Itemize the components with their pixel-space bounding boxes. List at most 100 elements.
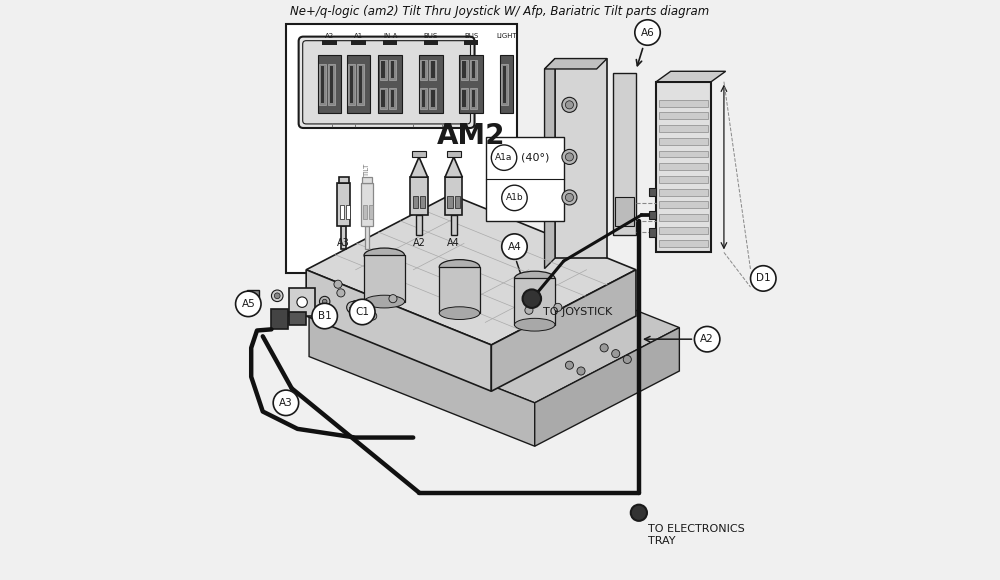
Circle shape (389, 295, 397, 303)
Bar (363, 205, 367, 219)
Circle shape (523, 289, 541, 308)
Bar (420, 60, 427, 80)
Bar (615, 197, 634, 226)
Bar (380, 60, 387, 80)
Bar (459, 55, 483, 113)
Bar (419, 55, 443, 113)
Bar (659, 113, 708, 119)
Bar (351, 39, 366, 45)
Circle shape (751, 266, 776, 291)
Circle shape (274, 293, 280, 299)
Circle shape (694, 327, 720, 352)
Circle shape (337, 289, 345, 297)
Circle shape (350, 299, 375, 325)
Bar (341, 226, 346, 249)
Bar (359, 66, 362, 103)
Bar (472, 90, 475, 107)
Bar (429, 88, 436, 109)
Polygon shape (306, 194, 636, 345)
Bar (348, 64, 355, 105)
Bar (431, 90, 435, 107)
Bar (410, 177, 428, 215)
Ellipse shape (364, 295, 405, 308)
Circle shape (562, 97, 577, 113)
Polygon shape (491, 270, 636, 392)
Bar (391, 90, 394, 107)
Bar (486, 137, 564, 220)
Circle shape (565, 193, 573, 201)
Text: A3: A3 (279, 398, 293, 408)
Bar (389, 60, 396, 80)
Bar (380, 88, 387, 109)
Circle shape (577, 367, 585, 375)
Bar (322, 39, 337, 45)
Circle shape (565, 361, 573, 369)
Bar (659, 125, 708, 132)
Text: A3: A3 (337, 238, 350, 248)
Circle shape (525, 306, 533, 314)
Circle shape (502, 185, 527, 211)
Bar (321, 66, 324, 103)
Text: A1: A1 (354, 33, 363, 39)
Polygon shape (656, 71, 726, 82)
Bar (364, 255, 405, 302)
Text: B1: B1 (318, 311, 332, 321)
Text: (40°): (40°) (521, 153, 549, 162)
Bar (340, 205, 344, 219)
Bar (247, 290, 259, 297)
Polygon shape (306, 270, 491, 392)
Bar (659, 201, 708, 208)
Text: A2: A2 (700, 334, 714, 344)
Polygon shape (545, 59, 555, 269)
Bar (461, 88, 468, 109)
Bar (514, 278, 555, 325)
Bar (461, 60, 468, 80)
Bar (381, 90, 385, 107)
Bar (391, 61, 394, 78)
Bar (439, 267, 480, 313)
Bar (369, 205, 373, 219)
Text: D1: D1 (756, 273, 771, 284)
Bar (464, 39, 478, 45)
Polygon shape (309, 313, 535, 446)
Circle shape (562, 150, 577, 165)
FancyBboxPatch shape (303, 41, 470, 124)
Bar (289, 288, 315, 316)
Circle shape (623, 356, 631, 364)
Bar (429, 60, 436, 80)
Circle shape (635, 20, 660, 45)
Bar (412, 151, 426, 157)
Text: A1b: A1b (506, 193, 523, 202)
Circle shape (273, 390, 299, 415)
Circle shape (347, 302, 358, 313)
Circle shape (502, 234, 527, 259)
Text: LIGHT: LIGHT (496, 33, 517, 39)
Circle shape (600, 344, 608, 352)
Text: A4: A4 (508, 242, 521, 252)
Bar (416, 215, 422, 235)
Bar (378, 55, 402, 113)
Circle shape (271, 290, 283, 302)
Bar (656, 82, 711, 252)
Circle shape (369, 312, 377, 320)
Bar (649, 187, 656, 196)
Circle shape (631, 505, 647, 521)
Circle shape (319, 296, 330, 307)
Ellipse shape (364, 248, 405, 263)
Bar (289, 312, 306, 325)
Bar (389, 88, 396, 109)
Bar (613, 73, 636, 235)
Bar (339, 177, 349, 183)
Bar (271, 309, 288, 329)
FancyBboxPatch shape (299, 37, 475, 128)
Circle shape (334, 280, 342, 288)
Text: A2: A2 (325, 33, 334, 39)
Text: A6: A6 (641, 27, 654, 38)
Text: TO ELECTRONICS
TRAY: TO ELECTRONICS TRAY (648, 524, 744, 546)
Bar (503, 66, 506, 103)
Circle shape (351, 300, 359, 309)
Circle shape (565, 101, 573, 109)
Bar (422, 61, 425, 78)
Bar (357, 64, 364, 105)
Text: TO JOYSTICK: TO JOYSTICK (543, 307, 613, 317)
